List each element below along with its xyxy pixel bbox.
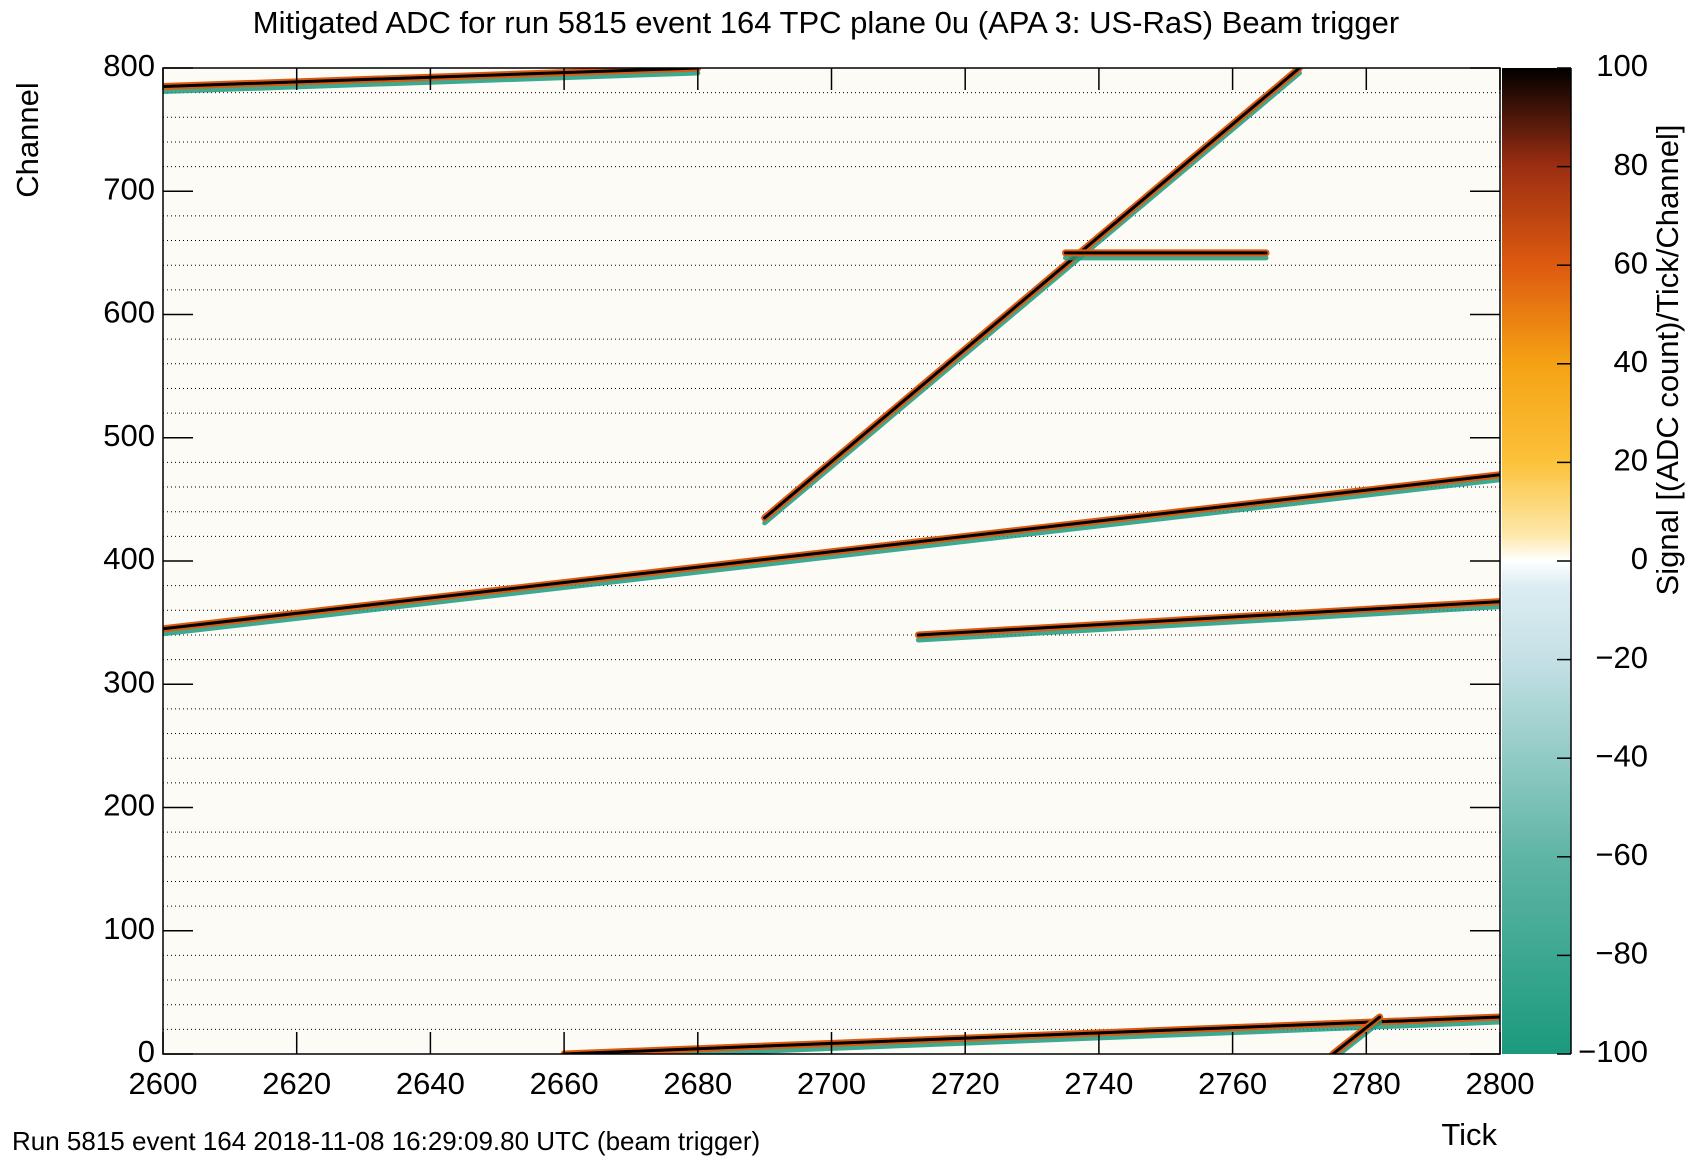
- z-tick-label: 60: [1614, 245, 1648, 280]
- z-tick-label: −40: [1595, 738, 1648, 773]
- z-axis-label: Signal [(ADC count)/Tick/Channel]: [1650, 125, 1685, 596]
- z-tick-label: −80: [1595, 936, 1648, 971]
- z-tick-label: 80: [1614, 147, 1648, 182]
- footer: Run 5815 event 164 2018-11-08 16:29:09.8…: [12, 1126, 760, 1156]
- track-tail: [762, 70, 1302, 526]
- track: [763, 68, 1301, 520]
- y-tick-label: 200: [103, 788, 155, 823]
- track: [916, 600, 1500, 637]
- y-tick-label: 0: [138, 1034, 155, 1069]
- z-tick-label: −100: [1578, 1034, 1648, 1069]
- x-tick-label: 2660: [530, 1066, 599, 1101]
- x-tick-label: 2680: [663, 1066, 732, 1101]
- z-tick-label: −20: [1595, 640, 1648, 675]
- y-tick-label: 500: [103, 418, 155, 453]
- z-tick-label: 0: [1631, 541, 1648, 576]
- x-tick-label: 2760: [1198, 1066, 1267, 1101]
- y-tick-label: 800: [103, 48, 155, 83]
- track-tail: [627, 1019, 1500, 1054]
- z-tick-label: 100: [1596, 48, 1648, 83]
- chart-title: Mitigated ADC for run 5815 event 164 TPC…: [253, 5, 1399, 40]
- x-tick-label: 2700: [797, 1066, 866, 1101]
- x-tick-label: 2800: [1466, 1066, 1535, 1101]
- y-tick-label: 100: [103, 911, 155, 946]
- track: [163, 473, 1500, 631]
- y-tick-label: 300: [103, 664, 155, 699]
- z-tick-label: −60: [1595, 837, 1648, 872]
- tracks: [163, 68, 1500, 1054]
- track: [562, 1015, 1500, 1054]
- x-tick-label: 2780: [1332, 1066, 1401, 1101]
- x-tick-label: 2620: [262, 1066, 331, 1101]
- track-tail: [163, 477, 1500, 637]
- x-tick-label: 2640: [396, 1066, 465, 1101]
- x-axis-label: Tick: [1441, 1117, 1497, 1152]
- x-tick-label: 2740: [1064, 1066, 1133, 1101]
- y-axis-label: Channel: [10, 82, 45, 197]
- x-tick-label: 2720: [931, 1066, 1000, 1101]
- track-tail: [1335, 1019, 1383, 1054]
- y-tick-label: 600: [103, 295, 155, 330]
- track-tail: [915, 604, 1500, 643]
- y-tick-label: 400: [103, 541, 155, 576]
- y-tick-label: 700: [103, 171, 155, 206]
- z-tick-label: 40: [1614, 344, 1648, 379]
- track: [1331, 1015, 1382, 1054]
- z-tick-label: 20: [1614, 443, 1648, 478]
- x-tick-label: 2600: [129, 1066, 198, 1101]
- plot-area: [163, 68, 1500, 1054]
